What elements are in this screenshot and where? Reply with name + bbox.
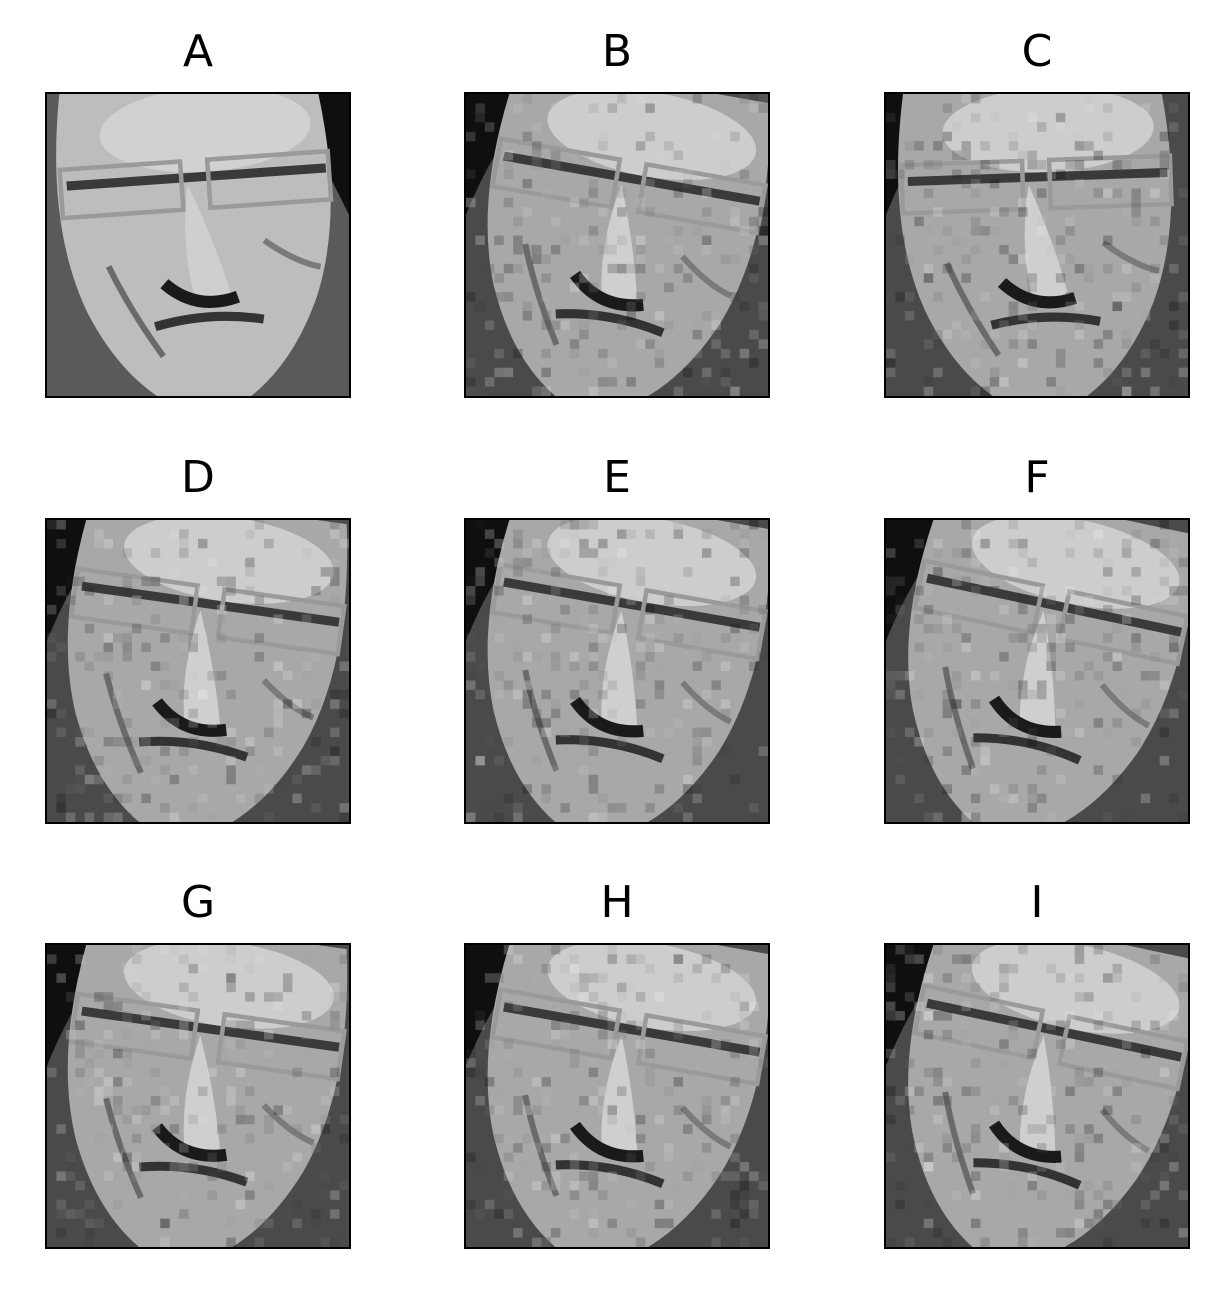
panel-title-i: I: [1030, 877, 1044, 928]
face-image-g: [47, 945, 349, 1247]
panel-frame-g: [45, 943, 351, 1249]
panel-title-h: H: [600, 877, 634, 928]
face-image-h: [466, 945, 768, 1247]
panel-title-f: F: [1024, 452, 1050, 503]
panel-frame-b: [464, 92, 770, 398]
face-image-e: [466, 520, 768, 822]
panel-frame-f: [884, 518, 1190, 824]
face-image-i: [886, 945, 1188, 1247]
panel-frame-c: [884, 92, 1190, 398]
panel-title-d: D: [181, 452, 215, 503]
panel-title-g: G: [180, 877, 216, 928]
panel-title-e: E: [603, 452, 631, 503]
panel-frame-i: [884, 943, 1190, 1249]
face-image-c: [886, 94, 1188, 396]
panel-title-a: A: [182, 26, 214, 77]
face-image-a: [47, 94, 349, 396]
panel-frame-a: [45, 92, 351, 398]
panel-title-c: C: [1021, 26, 1053, 77]
panel-frame-h: [464, 943, 770, 1249]
face-image-f: [886, 520, 1188, 822]
panel-frame-d: [45, 518, 351, 824]
face-image-b: [466, 94, 768, 396]
panel-title-b: B: [601, 26, 633, 77]
panel-frame-e: [464, 518, 770, 824]
face-image-d: [47, 520, 349, 822]
